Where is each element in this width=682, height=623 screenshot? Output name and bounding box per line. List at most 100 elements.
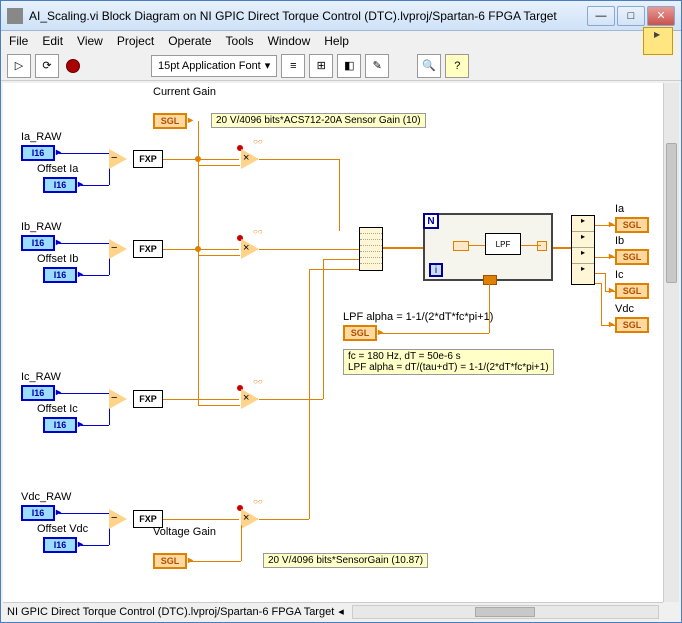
menu-project[interactable]: Project xyxy=(117,34,154,48)
indicator-ia[interactable]: SGL xyxy=(615,217,649,233)
label-lpf-alpha: LPF alpha = 1-1/(2*dT*fc*pi+1) xyxy=(343,311,493,323)
multiply-node-ic[interactable] xyxy=(241,389,259,409)
lpf-subvi[interactable]: LPF xyxy=(485,233,521,255)
wire xyxy=(81,545,109,546)
subtract-node-ib[interactable] xyxy=(109,239,127,259)
project-path: NI GPIC Direct Torque Control (DTC).lvpr… xyxy=(7,606,334,618)
wire xyxy=(323,259,359,260)
wire-thick xyxy=(553,247,571,249)
for-loop[interactable]: N i LPF xyxy=(423,213,553,281)
wire xyxy=(59,153,109,154)
wire xyxy=(259,159,339,160)
terminal-offset-ia[interactable]: I16 xyxy=(43,177,77,193)
menu-view[interactable]: View xyxy=(77,34,103,48)
terminal-vdc-raw[interactable]: I16 xyxy=(21,505,55,521)
wire xyxy=(323,259,324,399)
label-ib-raw: Ib_RAW xyxy=(21,221,62,233)
build-array-node[interactable] xyxy=(359,227,383,271)
titlebar: AI_Scaling.vi Block Diagram on NI GPIC D… xyxy=(1,1,681,31)
wire xyxy=(198,165,240,166)
block-diagram-canvas[interactable]: Current Gain SGL 20 V/4096 bits*ACS712-2… xyxy=(3,83,663,602)
distribute-button[interactable]: ⊞ xyxy=(309,54,333,78)
menu-file[interactable]: File xyxy=(9,34,28,48)
fxp-cast-ic[interactable]: FXP xyxy=(133,390,163,408)
terminal-voltage-gain[interactable]: SGL xyxy=(153,553,187,569)
menu-window[interactable]: Window xyxy=(268,34,311,48)
wire xyxy=(81,275,109,276)
label-ia: Ia xyxy=(615,203,624,215)
tip-lpf: fc = 180 Hz, dT = 50e-6 s LPF alpha = dT… xyxy=(343,349,554,375)
fxp-cast-ia[interactable]: FXP xyxy=(133,150,163,168)
wire xyxy=(595,225,615,226)
wire xyxy=(309,269,359,270)
maximize-button[interactable]: □ xyxy=(617,6,645,26)
run-button[interactable]: ▷ xyxy=(7,54,31,78)
multiply-node-ib[interactable] xyxy=(241,239,259,259)
junction-dot-icon xyxy=(195,246,201,252)
fxp-cast-ib[interactable]: FXP xyxy=(133,240,163,258)
wire xyxy=(198,255,240,256)
subtract-node-ia[interactable] xyxy=(109,149,127,169)
terminal-offset-ic[interactable]: I16 xyxy=(43,417,77,433)
terminal-ib-raw[interactable]: I16 xyxy=(21,235,55,251)
scrollbar-thumb[interactable] xyxy=(666,143,677,283)
font-selector[interactable]: 15pt Application Font▾ xyxy=(151,55,277,77)
shift-register-left-icon xyxy=(453,241,469,251)
terminal-offset-vdc[interactable]: I16 xyxy=(43,537,77,553)
subtract-node-ic[interactable] xyxy=(109,389,127,409)
menu-help[interactable]: Help xyxy=(324,34,349,48)
vi-connector-icon[interactable] xyxy=(643,27,673,55)
menubar: File Edit View Project Operate Tools Win… xyxy=(1,31,681,51)
label-ic: Ic xyxy=(615,269,624,281)
index-array-node[interactable]: ▸ ▸ ▸ ▸ xyxy=(571,215,595,285)
indicator-vdc[interactable]: SGL xyxy=(615,317,649,333)
search-button[interactable]: 🔍 xyxy=(417,54,441,78)
close-button[interactable]: ✕ xyxy=(647,6,675,26)
scrollbar-thumb[interactable] xyxy=(475,607,535,617)
terminal-ia-raw[interactable]: I16 xyxy=(21,145,55,161)
tip-voltage-gain: 20 V/4096 bits*SensorGain (10.87) xyxy=(263,553,428,568)
reorder-button[interactable]: ◧ xyxy=(337,54,361,78)
menu-edit[interactable]: Edit xyxy=(42,34,63,48)
tip-current-gain: 20 V/4096 bits*ACS712-20A Sensor Gain (1… xyxy=(211,113,426,128)
loop-index-terminal[interactable]: i xyxy=(429,263,443,277)
horizontal-scrollbar[interactable] xyxy=(352,605,659,619)
subtract-node-vdc[interactable] xyxy=(109,509,127,529)
indicator-ic[interactable]: SGL xyxy=(615,283,649,299)
wire xyxy=(163,519,239,520)
minimize-button[interactable]: — xyxy=(587,6,615,26)
wire xyxy=(339,159,340,231)
wire xyxy=(198,121,199,406)
align-button[interactable]: ≡ xyxy=(281,54,305,78)
help-button[interactable]: ? xyxy=(445,54,469,78)
wire-thick xyxy=(383,247,423,249)
window-title: AI_Scaling.vi Block Diagram on NI GPIC D… xyxy=(29,9,585,23)
terminal-ic-raw[interactable]: I16 xyxy=(21,385,55,401)
menu-tools[interactable]: Tools xyxy=(226,34,254,48)
wire xyxy=(489,281,490,333)
statusbar: NI GPIC Direct Torque Control (DTC).lvpr… xyxy=(3,602,663,620)
multiply-node-vdc[interactable] xyxy=(241,509,259,529)
label-offset-ia: Offset Ia xyxy=(37,163,78,175)
terminal-lpf-alpha[interactable]: SGL xyxy=(343,325,377,341)
abort-button[interactable] xyxy=(66,59,80,73)
vertical-scrollbar[interactable] xyxy=(663,83,679,602)
run-continuous-button[interactable]: ⟳ xyxy=(35,54,59,78)
label-ia-raw: Ia_RAW xyxy=(21,131,62,143)
indicator-ib[interactable]: SGL xyxy=(615,249,649,265)
loop-count-terminal[interactable]: N xyxy=(423,213,439,229)
mul-mode-icon: ○○ xyxy=(253,497,263,506)
shift-register-right-icon xyxy=(537,241,547,251)
wire xyxy=(605,273,606,291)
menu-operate[interactable]: Operate xyxy=(168,34,211,48)
wire xyxy=(605,291,615,292)
cleanup-button[interactable]: ✎ xyxy=(365,54,389,78)
wire xyxy=(601,325,615,326)
terminal-current-gain[interactable]: SGL xyxy=(153,113,187,129)
multiply-node-ia[interactable] xyxy=(241,149,259,169)
wire xyxy=(59,513,109,514)
mul-mode-icon: ○○ xyxy=(253,227,263,236)
toolbar: ▷ ⟳ 15pt Application Font▾ ≡ ⊞ ◧ ✎ 🔍 ? xyxy=(1,51,681,81)
terminal-offset-ib[interactable]: I16 xyxy=(43,267,77,283)
vi-icon xyxy=(7,8,23,24)
